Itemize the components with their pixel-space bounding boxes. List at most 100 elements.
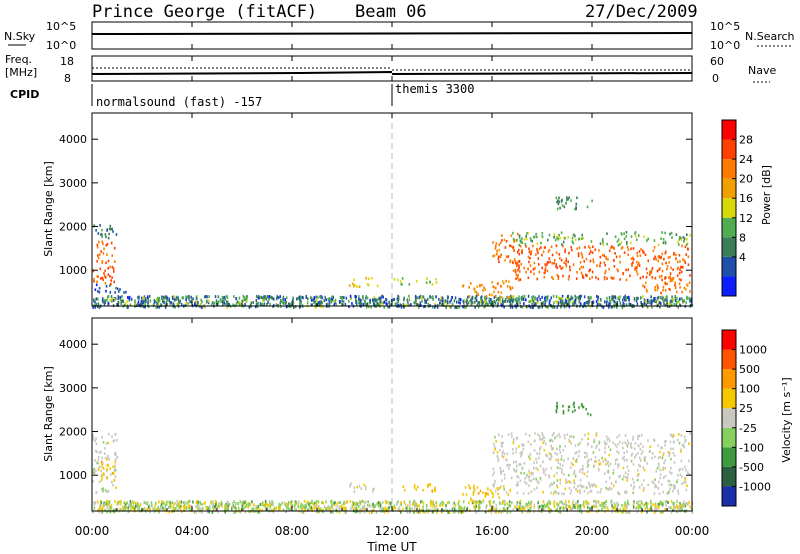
echo-cell-8 — [683, 259, 686, 262]
echo-cell-5 — [559, 467, 561, 470]
echo-cell-9 — [518, 236, 521, 239]
ground-scatter-cell — [627, 295, 630, 299]
echo-cell-4 — [465, 493, 468, 496]
ground-scatter-cell — [670, 511, 673, 514]
ground-scatter-cell — [366, 296, 369, 300]
ground-scatter-cell — [141, 296, 143, 300]
echo-cell-8 — [681, 244, 683, 248]
ground-scatter-cell — [488, 297, 490, 301]
ground-scatter-cell — [640, 500, 643, 504]
ground-scatter-cell — [533, 510, 535, 514]
echo-cell-5 — [605, 459, 607, 463]
ground-scatter-cell — [452, 502, 455, 506]
ground-scatter-cell — [283, 501, 286, 505]
echo-cell-5 — [626, 444, 629, 448]
echo-cell-3 — [367, 283, 370, 287]
echo-cell-9 — [530, 239, 532, 242]
echo-cell-8 — [619, 255, 621, 258]
ground-scatter-cell — [427, 508, 429, 512]
ground-scatter-cell — [658, 295, 660, 299]
echo-cell-2 — [94, 288, 97, 291]
echo-cell-5 — [595, 431, 598, 435]
echo-cell-8 — [675, 257, 677, 260]
echo-cell-5 — [574, 444, 577, 447]
echo-cell-8 — [534, 267, 536, 270]
echo-cell-5 — [557, 491, 560, 495]
echo-cell-8 — [555, 244, 558, 248]
ground-scatter-cell — [447, 295, 449, 299]
ground-scatter-cell — [536, 299, 539, 303]
ground-scatter-cell — [269, 503, 271, 507]
ground-scatter-cell — [353, 502, 355, 506]
echo-cell-8 — [538, 263, 540, 266]
echo-cell-5 — [668, 454, 670, 457]
echo-cell-5 — [582, 467, 584, 471]
echo-cell-3 — [427, 485, 429, 488]
ground-scatter-cell — [201, 306, 203, 309]
ground-scatter-cell — [369, 301, 371, 305]
echo-cell-5 — [605, 435, 608, 438]
echo-cell-9 — [680, 238, 683, 241]
echo-cell-5 — [557, 458, 560, 461]
ground-scatter-cell — [327, 505, 330, 509]
echo-cell-11 — [670, 279, 672, 282]
echo-cell-8 — [514, 270, 517, 274]
ground-scatter-cell — [368, 305, 370, 309]
ground-scatter-cell — [504, 501, 506, 505]
echo-cell-5 — [609, 476, 611, 479]
echo-cell-8 — [529, 256, 531, 260]
echo-cell-5 — [643, 479, 645, 482]
ground-scatter-cell — [173, 295, 175, 298]
echo-cell-6 — [573, 405, 575, 409]
ground-scatter-cell — [504, 299, 506, 303]
ground-scatter-cell — [174, 501, 177, 505]
ground-scatter-cell — [355, 507, 357, 511]
ground-scatter-cell — [359, 298, 361, 302]
echo-cell-0 — [92, 433, 94, 437]
echo-cell-5 — [637, 473, 640, 476]
echo-cell-8 — [558, 253, 561, 256]
ground-scatter-cell — [289, 303, 291, 306]
echo-cell-5 — [549, 458, 552, 461]
ground-scatter-cell — [495, 507, 498, 511]
echo-cell-8 — [642, 275, 644, 279]
ground-scatter-cell — [270, 295, 272, 299]
ground-scatter-cell — [168, 500, 170, 504]
ground-scatter-cell — [123, 303, 126, 307]
echo-cell-6 — [505, 279, 507, 283]
echo-cell-8 — [536, 277, 539, 281]
echo-cell-0 — [95, 437, 97, 440]
echo-cell-8 — [658, 255, 660, 259]
ground-scatter-cell — [484, 300, 486, 304]
echo-cell-5 — [681, 475, 683, 478]
ground-scatter-cell — [664, 500, 667, 504]
echo-cell-5 — [680, 450, 682, 453]
echo-cell-0 — [92, 436, 95, 440]
ground-scatter-cell — [671, 303, 673, 307]
ground-scatter-cell — [475, 510, 477, 514]
ground-scatter-cell — [605, 303, 608, 307]
noise-panel: N.Sky 10^5 10^0 10^5 10^0 N.Search — [4, 20, 795, 52]
ground-scatter-cell — [411, 502, 414, 506]
ground-scatter-cell — [605, 503, 607, 507]
echo-cell-4 — [477, 492, 480, 495]
echo-cell-9 — [686, 233, 688, 236]
echo-cell-8 — [592, 258, 595, 261]
ground-scatter-cell — [611, 305, 613, 309]
echo-cell-5 — [609, 486, 611, 490]
echo-cell-5 — [667, 479, 669, 483]
echo-cell-5 — [612, 468, 615, 472]
echo-cell-0 — [96, 275, 99, 278]
echo-cell-5 — [506, 458, 508, 462]
ground-scatter-cell — [648, 299, 651, 303]
ground-scatter-cell — [241, 504, 244, 508]
ground-scatter-cell — [251, 507, 253, 511]
ground-scatter-cell — [282, 508, 285, 512]
ground-scatter-cell — [529, 300, 531, 303]
echo-cell-5 — [584, 433, 586, 437]
ground-scatter-cell — [341, 295, 343, 299]
echo-cell-3 — [365, 276, 367, 280]
ground-scatter-cell — [421, 299, 423, 303]
ground-scatter-cell — [344, 510, 347, 514]
echo-cell-6 — [477, 292, 479, 296]
